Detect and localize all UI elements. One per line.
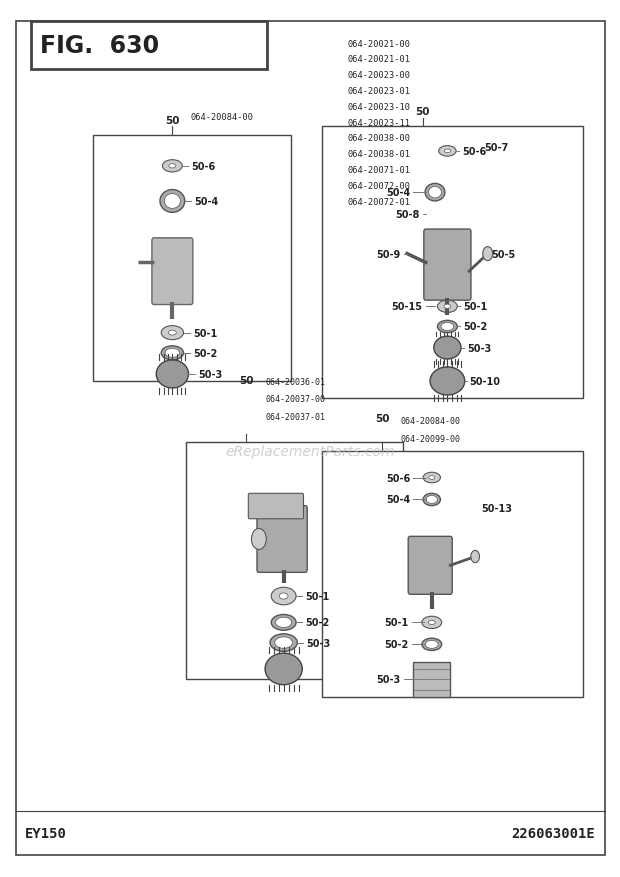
FancyBboxPatch shape: [322, 127, 583, 399]
Ellipse shape: [422, 617, 441, 629]
Ellipse shape: [156, 360, 188, 389]
Text: 064-20038-00: 064-20038-00: [347, 134, 410, 143]
Text: 50-2: 50-2: [384, 639, 409, 650]
Text: 50: 50: [239, 376, 254, 386]
Ellipse shape: [439, 146, 456, 157]
Text: 064-20036-01: 064-20036-01: [265, 377, 325, 386]
Text: 50-4: 50-4: [194, 196, 218, 207]
Ellipse shape: [276, 617, 292, 628]
Text: 50-7: 50-7: [485, 142, 509, 153]
Text: 50-15: 50-15: [392, 302, 423, 312]
FancyBboxPatch shape: [248, 494, 304, 519]
Text: 50-3: 50-3: [198, 369, 222, 380]
Ellipse shape: [270, 634, 298, 652]
Text: 064-20023-01: 064-20023-01: [347, 87, 410, 96]
FancyBboxPatch shape: [186, 443, 403, 680]
Ellipse shape: [160, 190, 185, 213]
Text: 064-20072-01: 064-20072-01: [347, 197, 410, 206]
Text: 50-2: 50-2: [193, 348, 217, 359]
Text: 50: 50: [165, 116, 180, 125]
Text: 064-20072-00: 064-20072-00: [347, 182, 410, 190]
Text: 064-20037-01: 064-20037-01: [265, 412, 325, 421]
Ellipse shape: [272, 588, 296, 605]
Ellipse shape: [275, 637, 293, 649]
Ellipse shape: [423, 473, 440, 483]
Text: 50-4: 50-4: [386, 188, 410, 198]
FancyBboxPatch shape: [93, 136, 291, 381]
Text: 064-20099-00: 064-20099-00: [401, 434, 461, 443]
Text: 064-20023-00: 064-20023-00: [347, 71, 410, 80]
Ellipse shape: [438, 321, 458, 333]
Ellipse shape: [426, 496, 438, 504]
Text: 50-9: 50-9: [376, 249, 401, 260]
Text: 064-20084-00: 064-20084-00: [191, 113, 254, 122]
Text: 50-4: 50-4: [386, 495, 410, 505]
Text: 064-20023-11: 064-20023-11: [347, 118, 410, 127]
Text: FIG.  630: FIG. 630: [40, 34, 159, 58]
Circle shape: [483, 247, 493, 261]
Ellipse shape: [430, 367, 465, 396]
Text: 064-20023-10: 064-20023-10: [347, 103, 410, 111]
FancyBboxPatch shape: [424, 230, 471, 301]
Text: 50: 50: [375, 414, 389, 424]
Text: 50-6: 50-6: [463, 146, 487, 157]
Text: eReplacementParts.com: eReplacementParts.com: [225, 445, 395, 459]
Ellipse shape: [445, 150, 450, 153]
Ellipse shape: [444, 305, 451, 309]
Text: 50-8: 50-8: [395, 210, 420, 220]
Ellipse shape: [162, 160, 182, 173]
Text: 50-3: 50-3: [376, 674, 401, 685]
FancyBboxPatch shape: [408, 537, 452, 595]
Ellipse shape: [434, 337, 461, 360]
Circle shape: [252, 529, 267, 550]
Ellipse shape: [422, 638, 441, 651]
Text: 064-20084-00: 064-20084-00: [401, 417, 461, 425]
Text: 50-5: 50-5: [491, 249, 515, 260]
Ellipse shape: [165, 349, 180, 358]
Text: 064-20071-01: 064-20071-01: [347, 166, 410, 175]
Ellipse shape: [161, 346, 184, 360]
Text: 50-1: 50-1: [193, 328, 217, 339]
Text: 50-1: 50-1: [306, 591, 330, 602]
FancyBboxPatch shape: [152, 239, 193, 305]
Text: 50: 50: [415, 107, 430, 117]
Text: 50-6: 50-6: [192, 161, 216, 172]
Ellipse shape: [161, 326, 184, 340]
Text: 50-2: 50-2: [306, 617, 330, 628]
Text: 50-6: 50-6: [386, 473, 410, 483]
Ellipse shape: [280, 593, 288, 600]
Ellipse shape: [164, 195, 180, 209]
Ellipse shape: [438, 301, 458, 313]
Ellipse shape: [441, 323, 454, 332]
Ellipse shape: [423, 494, 440, 506]
Text: 50-13: 50-13: [481, 503, 512, 514]
Ellipse shape: [169, 331, 176, 336]
Ellipse shape: [428, 621, 435, 624]
FancyBboxPatch shape: [413, 662, 450, 697]
Text: 50-1: 50-1: [464, 302, 488, 312]
Text: EY150: EY150: [25, 826, 67, 840]
Text: 50-3: 50-3: [467, 343, 492, 353]
Ellipse shape: [169, 165, 176, 168]
Text: 064-20021-00: 064-20021-00: [347, 39, 410, 48]
Text: 50-10: 50-10: [470, 376, 501, 387]
Circle shape: [471, 551, 479, 563]
Text: 064-20037-00: 064-20037-00: [265, 395, 325, 403]
Text: 226063001E: 226063001E: [512, 826, 595, 840]
Ellipse shape: [265, 653, 303, 685]
FancyBboxPatch shape: [257, 506, 308, 573]
Ellipse shape: [429, 476, 435, 480]
Text: 064-20021-01: 064-20021-01: [347, 55, 410, 64]
Ellipse shape: [425, 640, 438, 649]
Ellipse shape: [425, 184, 445, 202]
FancyBboxPatch shape: [31, 22, 267, 70]
Ellipse shape: [272, 615, 296, 631]
FancyBboxPatch shape: [322, 452, 583, 697]
Text: 064-20038-01: 064-20038-01: [347, 150, 410, 159]
FancyBboxPatch shape: [16, 22, 604, 855]
Ellipse shape: [428, 188, 441, 198]
Text: 50-3: 50-3: [307, 638, 331, 648]
Text: 50-2: 50-2: [464, 322, 488, 332]
Text: 50-1: 50-1: [384, 617, 409, 628]
